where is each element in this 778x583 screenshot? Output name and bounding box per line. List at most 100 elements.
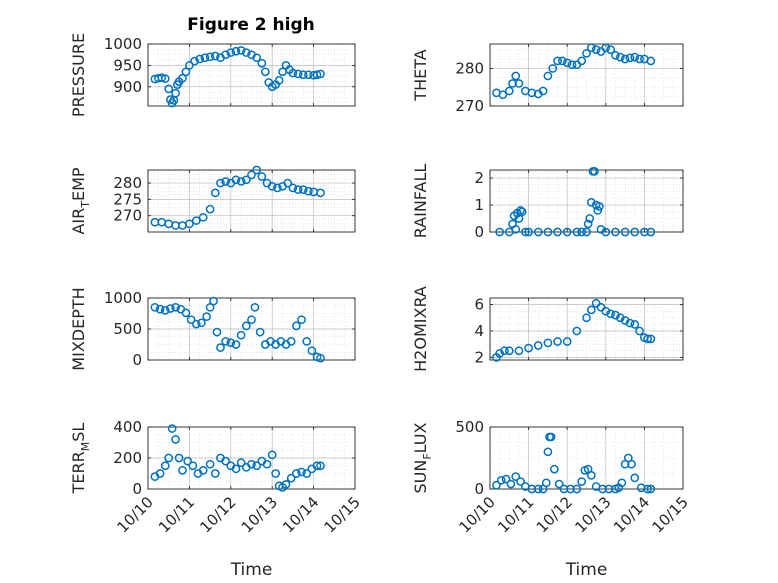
data-point xyxy=(236,46,246,55)
data-point xyxy=(543,71,553,81)
subplot-mixdepth: 0 500 1000 MIXDEPTH xyxy=(69,287,356,371)
y-tick-label: 280 xyxy=(455,59,484,77)
data-point xyxy=(181,67,191,77)
y-axis-label: MIXDEPTH xyxy=(69,287,88,370)
data-point xyxy=(546,432,556,442)
data-point xyxy=(566,484,575,494)
y-tick-label: 950 xyxy=(113,56,142,74)
data-point xyxy=(595,202,604,211)
data-point xyxy=(646,484,656,494)
data-point xyxy=(500,346,509,356)
data-point xyxy=(615,52,625,62)
data-point xyxy=(620,54,630,64)
data-point xyxy=(298,70,308,80)
data-point xyxy=(236,458,246,467)
data-point xyxy=(255,327,265,337)
x-tick-label: 10/13 xyxy=(238,493,281,536)
subplot-h2omixra: 2 4 6 H2OMIXRA xyxy=(411,286,684,372)
data-point xyxy=(190,56,199,66)
y-axis-label: RAINFALL xyxy=(411,164,430,239)
data-point xyxy=(598,484,607,494)
data-point xyxy=(514,79,524,88)
data-point xyxy=(166,304,175,313)
data-point xyxy=(212,327,222,337)
data-point xyxy=(524,343,533,353)
data-point xyxy=(514,214,524,223)
x-axis-label: Time xyxy=(230,560,273,580)
data-point xyxy=(617,478,627,488)
tick-marks xyxy=(147,43,356,106)
axes-box xyxy=(147,169,356,233)
data-point xyxy=(297,315,306,325)
data-point xyxy=(583,219,593,229)
data-point xyxy=(601,43,611,53)
subplot-theta: 270 280 THETA xyxy=(411,43,684,115)
data-point xyxy=(231,340,241,349)
data-point xyxy=(164,84,174,94)
data-point xyxy=(504,346,514,356)
data-point xyxy=(549,464,559,474)
data-point xyxy=(293,185,303,194)
data-point xyxy=(558,56,567,66)
y-tick-label: 4 xyxy=(474,322,484,340)
data-point xyxy=(601,227,611,237)
y-tick-label: 0 xyxy=(132,480,142,498)
data-point xyxy=(197,318,206,328)
data-point xyxy=(216,178,225,188)
y-tick-label: 500 xyxy=(113,320,142,338)
axes-box xyxy=(489,169,684,233)
data-point xyxy=(501,474,511,484)
data-point xyxy=(307,346,317,356)
data-point xyxy=(640,227,649,237)
data-point xyxy=(236,330,246,340)
data-point xyxy=(304,186,313,196)
data-point xyxy=(257,172,267,181)
data-point xyxy=(178,466,187,475)
data-point xyxy=(304,70,313,80)
data-point xyxy=(572,484,582,494)
y-tick-label: 0 xyxy=(474,480,484,498)
data-point xyxy=(538,86,548,96)
data-point xyxy=(231,46,241,56)
y-tick-label: 2 xyxy=(474,348,484,366)
subplot-rainfall: 0 1 2 RAINFALL xyxy=(411,164,684,241)
y-axis-label: PRESSURE xyxy=(69,33,88,117)
data-series xyxy=(150,165,325,230)
y-tick-label: 6 xyxy=(474,296,484,314)
data-point xyxy=(620,227,630,237)
data-point xyxy=(582,227,591,237)
data-point xyxy=(517,207,527,217)
data-point xyxy=(495,349,504,358)
data-point xyxy=(498,90,508,100)
data-point xyxy=(593,206,603,215)
data-point xyxy=(541,478,551,488)
data-point xyxy=(209,296,218,306)
x-tick-label: 10/11 xyxy=(494,493,537,536)
data-point xyxy=(181,308,191,318)
x-tick-label: 10/10 xyxy=(114,493,157,536)
data-point xyxy=(210,469,220,478)
data-point xyxy=(157,73,167,83)
data-point xyxy=(521,227,530,237)
x-tick-label: 10/14 xyxy=(279,493,322,536)
data-point xyxy=(572,227,582,237)
data-point xyxy=(586,471,596,480)
data-point xyxy=(511,224,521,234)
subplot-pressure: 900 950 1000 PRESSURE xyxy=(69,33,356,117)
data-point xyxy=(543,338,553,348)
data-point xyxy=(543,447,553,457)
data-point xyxy=(630,320,640,329)
data-point xyxy=(572,326,582,336)
data-point xyxy=(252,165,262,175)
y-tick-label: 0 xyxy=(474,223,484,241)
data-point xyxy=(160,306,170,315)
data-point xyxy=(286,473,296,483)
figure-title: Figure 2 high xyxy=(187,15,315,35)
data-point xyxy=(185,61,194,70)
data-point xyxy=(221,50,230,60)
data-point xyxy=(586,43,596,53)
data-point xyxy=(210,51,220,61)
data-point xyxy=(620,316,630,325)
data-point xyxy=(643,334,652,344)
x-axis-label: Time xyxy=(565,560,608,580)
